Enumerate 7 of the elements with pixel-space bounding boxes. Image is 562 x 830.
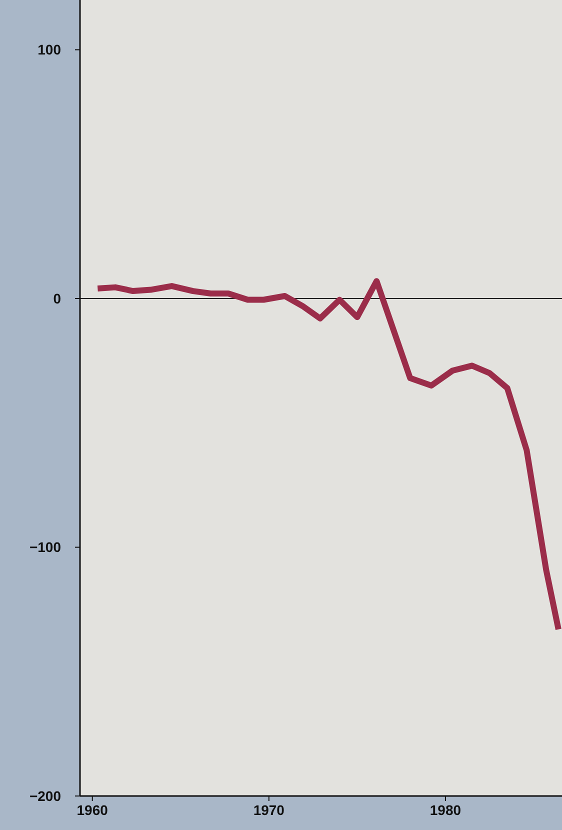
y-tick-label: −100 [29, 539, 62, 556]
y-tick-label: 0 [53, 290, 62, 306]
x-tick-label: 1960 [76, 802, 108, 818]
x-tick-label: 1970 [253, 802, 285, 818]
x-tick-label: 1980 [430, 802, 462, 818]
y-tick-label: −200 [29, 788, 62, 804]
y-tick-label: 100 [38, 42, 62, 58]
